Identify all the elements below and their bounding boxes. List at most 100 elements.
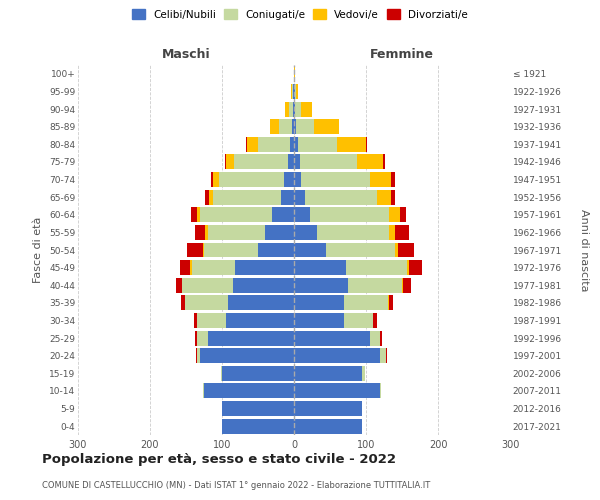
Bar	[400, 208, 406, 222]
Bar	[295, 102, 301, 116]
Bar	[212, 190, 281, 204]
Bar	[294, 384, 380, 398]
Bar	[377, 190, 391, 204]
Bar	[344, 313, 373, 328]
Bar	[176, 278, 182, 292]
Bar	[247, 137, 258, 152]
Bar	[391, 190, 395, 204]
Bar	[294, 119, 296, 134]
Bar	[200, 208, 272, 222]
Bar	[287, 154, 294, 170]
Bar	[402, 278, 403, 292]
Bar	[294, 330, 370, 345]
Bar	[289, 102, 293, 116]
Bar	[358, 154, 383, 170]
Bar	[362, 366, 365, 381]
Bar	[294, 278, 348, 292]
Bar	[233, 278, 294, 292]
Bar	[204, 242, 258, 258]
Bar	[281, 190, 294, 204]
Bar	[291, 84, 292, 99]
Bar	[294, 242, 326, 258]
Bar	[208, 225, 265, 240]
Bar	[389, 225, 395, 240]
Bar	[346, 260, 407, 275]
Bar	[294, 348, 380, 363]
Bar	[300, 154, 358, 170]
Bar	[296, 84, 298, 99]
Bar	[409, 260, 422, 275]
Bar	[326, 242, 395, 258]
Bar	[380, 330, 382, 345]
Bar	[294, 260, 346, 275]
Bar	[233, 154, 287, 170]
Y-axis label: Anni di nascita: Anni di nascita	[578, 209, 589, 291]
Bar	[294, 102, 295, 116]
Bar	[219, 172, 284, 187]
Bar	[389, 296, 392, 310]
Bar	[203, 242, 204, 258]
Bar	[310, 208, 389, 222]
Bar	[294, 154, 300, 170]
Bar	[317, 225, 389, 240]
Bar	[187, 242, 203, 258]
Text: Maschi: Maschi	[161, 48, 211, 62]
Bar	[211, 172, 214, 187]
Bar	[398, 242, 414, 258]
Bar	[197, 313, 226, 328]
Bar	[373, 313, 377, 328]
Text: Femmine: Femmine	[370, 48, 434, 62]
Bar	[290, 137, 294, 152]
Bar	[270, 119, 279, 134]
Bar	[294, 208, 310, 222]
Bar	[265, 225, 294, 240]
Bar	[196, 348, 197, 363]
Bar	[190, 260, 192, 275]
Bar	[185, 296, 228, 310]
Bar	[214, 172, 219, 187]
Bar	[294, 225, 317, 240]
Bar	[293, 84, 294, 99]
Bar	[194, 225, 205, 240]
Bar	[197, 348, 200, 363]
Bar	[403, 278, 410, 292]
Bar	[344, 296, 388, 310]
Bar	[395, 242, 398, 258]
Bar	[204, 384, 294, 398]
Bar	[191, 208, 197, 222]
Bar	[301, 172, 370, 187]
Bar	[298, 137, 337, 152]
Bar	[200, 348, 294, 363]
Bar	[258, 137, 290, 152]
Bar	[222, 366, 294, 381]
Bar	[286, 102, 289, 116]
Bar	[294, 366, 362, 381]
Bar	[388, 296, 389, 310]
Bar	[366, 137, 367, 152]
Bar	[383, 154, 385, 170]
Bar	[295, 84, 296, 99]
Bar	[301, 102, 312, 116]
Bar	[395, 225, 409, 240]
Bar	[386, 348, 387, 363]
Bar	[407, 260, 409, 275]
Bar	[294, 401, 362, 416]
Bar	[208, 330, 294, 345]
Text: COMUNE DI CASTELLUCCHIO (MN) - Dati ISTAT 1° gennaio 2022 - Elaborazione TUTTITA: COMUNE DI CASTELLUCCHIO (MN) - Dati ISTA…	[42, 480, 430, 490]
Bar	[284, 172, 294, 187]
Bar	[370, 330, 380, 345]
Bar	[258, 242, 294, 258]
Bar	[221, 366, 222, 381]
Bar	[380, 348, 386, 363]
Bar	[279, 119, 292, 134]
Bar	[197, 330, 208, 345]
Bar	[226, 313, 294, 328]
Bar	[294, 190, 305, 204]
Bar	[294, 313, 344, 328]
Bar	[294, 172, 301, 187]
Bar	[348, 278, 402, 292]
Bar	[370, 172, 391, 187]
Bar	[391, 172, 395, 187]
Bar	[314, 119, 340, 134]
Bar	[380, 384, 381, 398]
